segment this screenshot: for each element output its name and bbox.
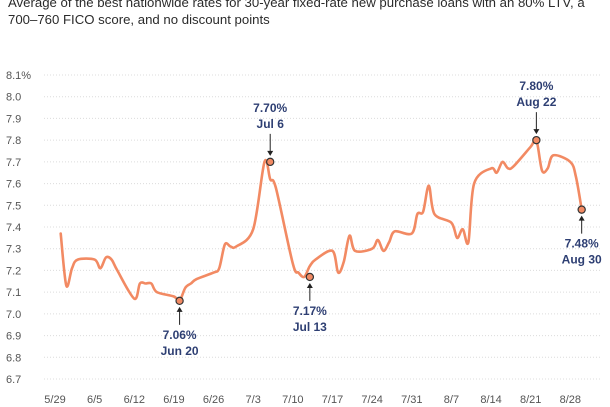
annotation-marker — [305, 272, 315, 282]
y-tick-label: 7.8 — [6, 135, 21, 147]
y-tick-label: 8.1% — [6, 70, 31, 82]
rate-series-line — [59, 137, 583, 303]
y-tick-label: 7.2 — [6, 265, 21, 277]
x-tick-label: 6/19 — [163, 394, 184, 406]
annotation-rate: 7.80% — [519, 79, 553, 93]
y-tick-label: 7.3 — [6, 244, 21, 256]
annotation: 7.80% Aug 22 — [516, 79, 557, 145]
x-tick-label: 5/29 — [44, 394, 65, 406]
annotation-rate: 7.70% — [253, 101, 287, 115]
x-tick-label: 7/24 — [361, 394, 382, 406]
annotation-date: Jun 20 — [161, 344, 199, 358]
annotation-marker — [532, 135, 541, 145]
annotation: 7.17% Jul 13 — [293, 272, 327, 334]
annotation-date: Aug 22 — [516, 95, 556, 109]
x-tick-label: 6/12 — [124, 394, 145, 406]
x-tick-label: 8/28 — [560, 394, 581, 406]
annotation-arrowhead — [306, 282, 313, 288]
annotation-marker — [266, 157, 275, 167]
y-tick-label: 6.7 — [6, 374, 21, 386]
y-tick-label: 7.1 — [6, 287, 21, 299]
y-tick-label: 8.0 — [6, 92, 21, 104]
annotation: 7.70% Jul 6 — [253, 101, 288, 167]
annotation-date: Jul 6 — [257, 117, 285, 131]
x-tick-label: 7/10 — [282, 394, 303, 406]
annotation-marker — [577, 205, 586, 214]
y-tick-label: 6.8 — [6, 352, 21, 364]
series-line-layer — [59, 137, 583, 303]
annotations: 7.06% Jun 20 7.70% Jul 6 7.17% Jul 13 7.80% Aug… — [161, 79, 602, 358]
annotation-rate: 7.48% — [565, 237, 599, 251]
x-tick-label: 8/7 — [444, 394, 459, 406]
annotation-rate: 7.06% — [163, 328, 197, 342]
x-tick-label: 8/14 — [480, 394, 501, 406]
annotation-date: Jul 13 — [293, 320, 327, 334]
y-tick-label: 7.7 — [6, 157, 21, 169]
y-tick-label: 7.4 — [6, 222, 21, 234]
annotation: 7.48% Aug 30 — [562, 205, 602, 267]
annotation-arrowhead — [533, 129, 540, 135]
y-axis-ticks: 6.7 6.8 6.9 7.0 7.1 7.2 7.3 7.4 7.5 7.6 7.7 7.8 7.9 8… — [6, 70, 31, 386]
x-tick-label: 8/21 — [520, 394, 541, 406]
y-tick-label: 7.9 — [6, 113, 21, 125]
annotation-arrowhead — [267, 150, 274, 156]
annotation-arrowhead — [578, 215, 585, 221]
y-tick-label: 7.5 — [6, 200, 21, 212]
annotation-arrowhead — [176, 306, 183, 312]
x-tick-label: 7/17 — [322, 394, 343, 406]
x-tick-label: 7/3 — [246, 394, 261, 406]
annotation-rate: 7.17% — [293, 304, 327, 318]
y-tick-label: 7.0 — [6, 309, 21, 321]
x-tick-label: 6/5 — [87, 394, 102, 406]
annotation-marker — [175, 296, 184, 306]
y-tick-label: 7.6 — [6, 179, 21, 191]
y-tick-label: 6.9 — [6, 331, 21, 343]
x-tick-label: 6/26 — [203, 394, 224, 406]
x-axis-ticks: 5/29 6/5 6/12 6/19 6/26 7/3 7/10 7/17 7/24 7/31 8/… — [44, 394, 581, 406]
annotation: 7.06% Jun 20 — [161, 296, 199, 358]
annotation-date: Aug 30 — [562, 253, 602, 267]
x-tick-label: 7/31 — [401, 394, 422, 406]
chart-subtitle: Average of the best nationwide rates for… — [8, 0, 585, 27]
